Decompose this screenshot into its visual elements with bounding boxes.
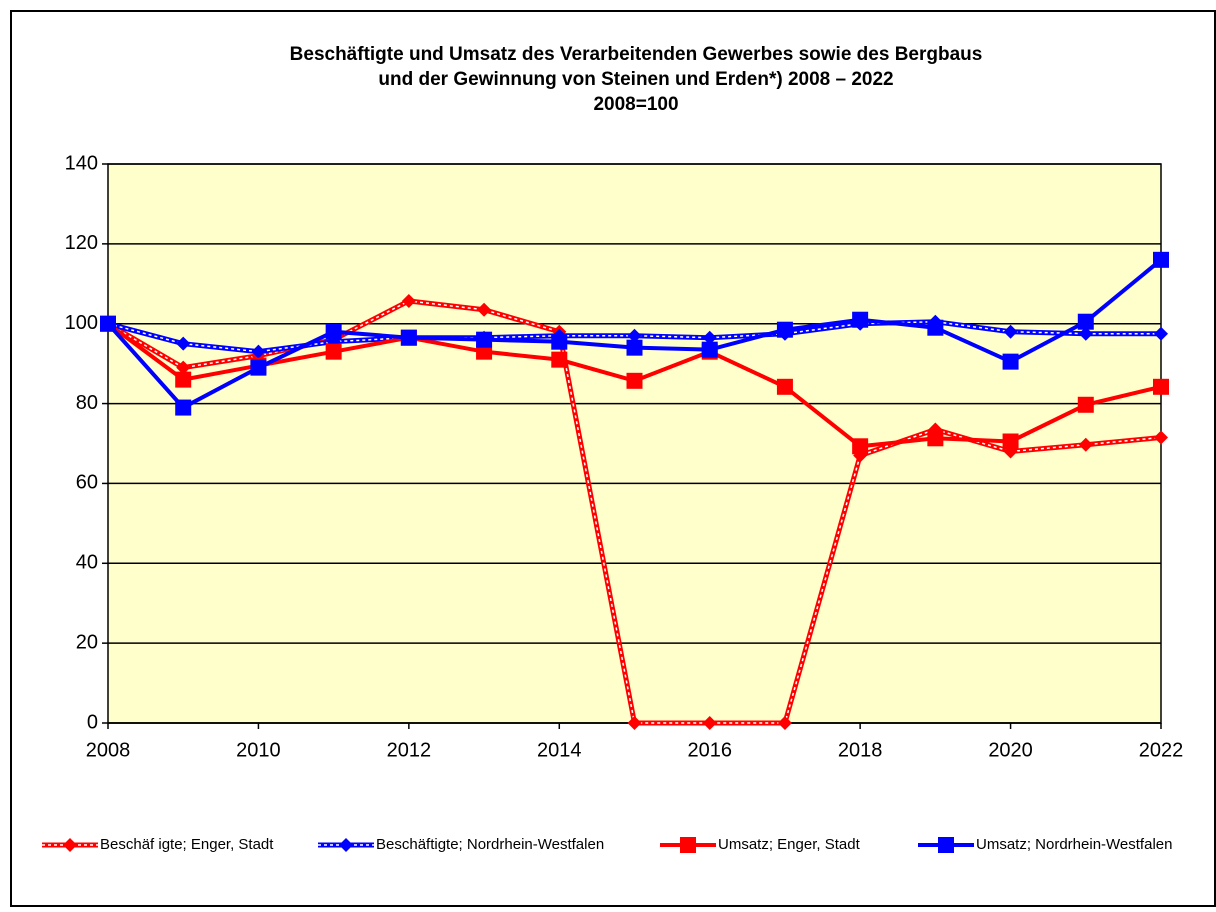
data-point <box>100 315 116 332</box>
legend-label: Umsatz; Nordrhein-Westfalen <box>976 836 1172 853</box>
legend-marker <box>339 838 353 852</box>
data-point <box>852 438 869 455</box>
y-tick-label: 0 <box>87 711 98 733</box>
data-point <box>476 331 493 348</box>
data-point <box>701 341 718 358</box>
x-tick-label: 2010 <box>236 739 281 761</box>
x-tick-label: 2008 <box>86 739 131 761</box>
data-point <box>927 430 944 447</box>
data-point <box>551 351 568 368</box>
legend-label: Umsatz; Enger, Stadt <box>718 836 861 853</box>
data-point <box>1002 433 1019 450</box>
data-point <box>1078 437 1093 452</box>
legend-marker <box>938 837 954 853</box>
legend-label: Beschäf igte; Enger, Stadt <box>100 836 274 853</box>
x-tick-label: 2018 <box>838 739 883 761</box>
data-point <box>1153 378 1169 395</box>
data-point <box>1077 313 1094 330</box>
x-tick-label: 2022 <box>1139 739 1184 761</box>
y-tick-label: 120 <box>65 232 98 254</box>
data-point <box>325 323 342 340</box>
data-point <box>776 321 793 338</box>
data-point <box>626 339 643 356</box>
data-point <box>176 336 191 351</box>
data-point <box>627 328 642 343</box>
data-point <box>852 311 869 328</box>
y-tick-label: 140 <box>65 152 98 174</box>
legend-label: Beschäftigte; Nordrhein-Westfalen <box>376 836 604 853</box>
data-point <box>400 329 417 346</box>
data-point <box>1002 353 1019 370</box>
legend-marker <box>680 837 696 853</box>
chart-title: und der Gewinnung von Steinen und Erden*… <box>378 69 893 90</box>
data-point <box>1003 324 1018 339</box>
data-point <box>1154 326 1168 341</box>
data-point <box>325 343 342 360</box>
x-tick-label: 2012 <box>387 739 432 761</box>
data-point <box>776 378 793 395</box>
y-tick-label: 60 <box>76 472 98 494</box>
y-tick-label: 100 <box>65 312 98 334</box>
data-point <box>627 716 642 730</box>
data-point <box>1154 430 1168 445</box>
data-point <box>175 399 192 416</box>
x-tick-label: 2020 <box>988 739 1033 761</box>
data-point <box>401 293 416 308</box>
y-tick-label: 80 <box>76 392 98 414</box>
legend-marker <box>63 838 77 852</box>
data-point <box>777 716 792 730</box>
data-point <box>551 333 568 350</box>
data-point <box>175 371 192 388</box>
chart-subtitle: 2008=100 <box>593 94 678 115</box>
data-point <box>702 330 717 345</box>
chart-title: Beschäftigte und Umsatz des Verarbeitend… <box>290 44 983 65</box>
data-point <box>1077 396 1094 413</box>
data-point <box>1078 326 1093 341</box>
data-point <box>927 319 944 336</box>
data-point <box>702 716 717 730</box>
y-tick-label: 40 <box>76 552 98 574</box>
x-tick-label: 2014 <box>537 739 582 761</box>
data-point <box>626 372 643 389</box>
data-point <box>250 359 267 376</box>
data-point <box>251 344 266 359</box>
y-tick-label: 20 <box>76 631 98 653</box>
data-point <box>1153 251 1169 268</box>
x-tick-label: 2016 <box>687 739 732 761</box>
data-point <box>176 360 191 375</box>
data-point <box>477 302 492 317</box>
